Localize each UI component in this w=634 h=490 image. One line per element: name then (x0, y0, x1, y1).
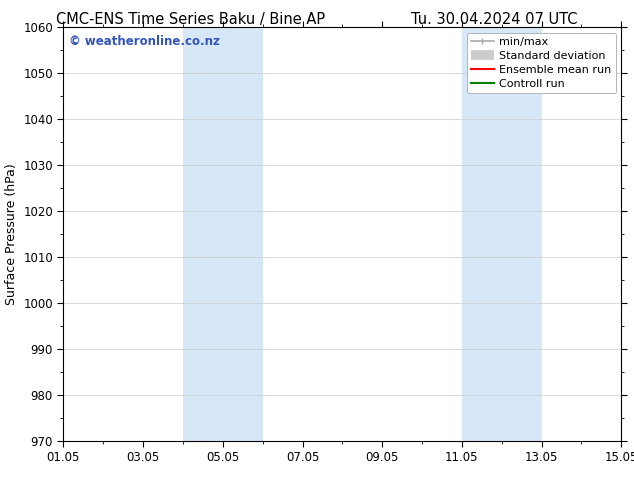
Legend: min/max, Standard deviation, Ensemble mean run, Controll run: min/max, Standard deviation, Ensemble me… (467, 32, 616, 93)
Text: CMC-ENS Time Series Baku / Bine AP: CMC-ENS Time Series Baku / Bine AP (56, 12, 325, 27)
Text: © weatheronline.co.nz: © weatheronline.co.nz (69, 35, 220, 48)
Bar (183, 27, 262, 441)
Y-axis label: Surface Pressure (hPa): Surface Pressure (hPa) (4, 163, 18, 305)
Text: Tu. 30.04.2024 07 UTC: Tu. 30.04.2024 07 UTC (411, 12, 578, 27)
Bar (462, 27, 541, 441)
